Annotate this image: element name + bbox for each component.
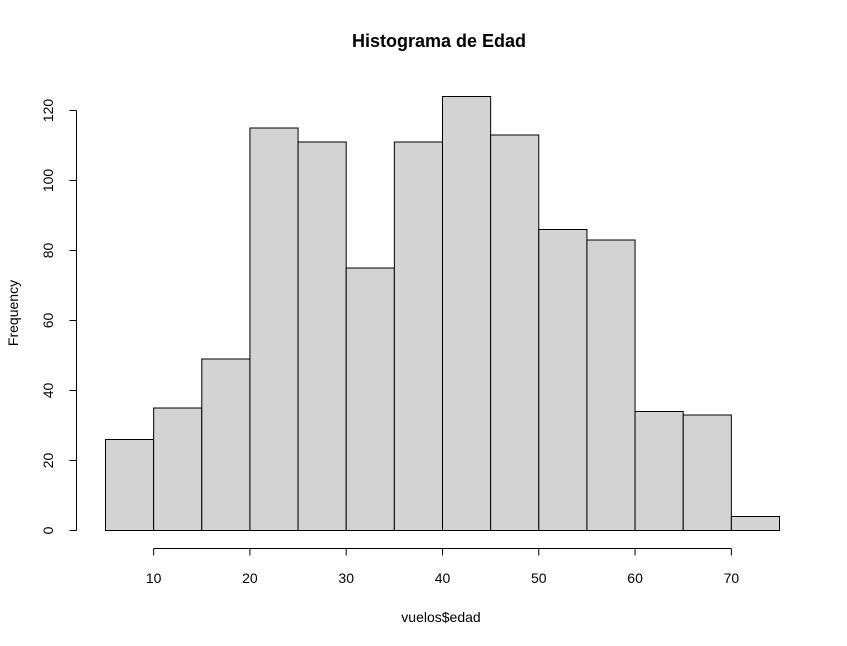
x-tick-label-3: 40 (435, 570, 451, 586)
x-tick-label-0: 10 (146, 570, 162, 586)
histogram-bar-3 (249, 127, 299, 531)
histogram-bar-4 (297, 141, 347, 531)
histogram-bar-11 (634, 411, 684, 531)
x-axis-label: vuelos$edad (401, 609, 480, 625)
y-axis: 0 20 40 60 80 100 120 (40, 99, 77, 534)
histogram-bar-0 (105, 439, 155, 531)
y-axis-label: Frequency (5, 280, 21, 346)
y-tick-label-3: 60 (40, 313, 56, 329)
histogram-bar-5 (345, 267, 395, 531)
y-tick-label-6: 120 (40, 99, 56, 123)
y-tick-label-4: 80 (40, 243, 56, 259)
histogram-bar-9 (538, 229, 588, 531)
x-tick-label-5: 60 (627, 570, 643, 586)
y-tick-label-1: 20 (40, 453, 56, 469)
x-tick-label-2: 30 (338, 570, 354, 586)
histogram-bar-12 (682, 414, 732, 531)
histogram-bar-13 (730, 516, 780, 531)
x-tick-label-6: 70 (724, 570, 740, 586)
x-tick-label-1: 20 (242, 570, 258, 586)
histogram-bar-8 (490, 134, 540, 531)
y-tick-label-5: 100 (40, 169, 56, 193)
histogram-bar-1 (153, 407, 203, 531)
histogram-bar-2 (201, 358, 251, 531)
x-axis: 10 20 30 40 50 60 70 (146, 548, 740, 586)
histogram-bar-10 (586, 239, 636, 531)
x-tick-label-4: 50 (531, 570, 547, 586)
histogram-bar-6 (393, 141, 444, 531)
chart-title: Histograma de Edad (352, 31, 526, 51)
bars-group (105, 96, 780, 531)
y-tick-label-0: 0 (40, 526, 56, 534)
histogram-bar-7 (442, 96, 492, 531)
y-tick-label-2: 40 (40, 383, 56, 399)
